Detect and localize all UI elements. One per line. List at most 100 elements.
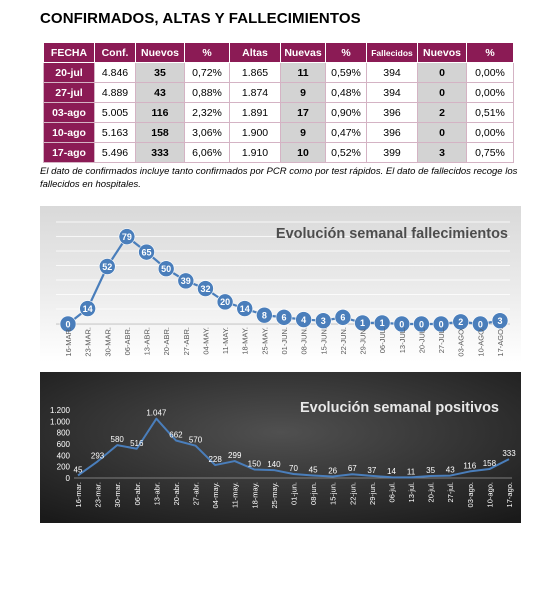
data-label: 299: [228, 451, 242, 460]
table-row: 20-jul 4.846 35 0,72% 1.865 11 0,59% 394 0 0,00%: [43, 62, 514, 83]
table-cell: 9: [280, 122, 326, 143]
data-point-marker: [314, 312, 332, 329]
table-cell: 1.910: [229, 142, 281, 163]
col-header: %: [466, 42, 514, 63]
table-cell: 17: [280, 102, 326, 123]
data-label: 228: [208, 455, 222, 464]
data-label: 37: [367, 466, 376, 475]
data-point: 39: [177, 272, 195, 290]
data-label: 662: [169, 430, 183, 439]
data-point: 8: [256, 306, 273, 324]
table-cell: 3: [417, 142, 467, 163]
page-title: CONFIRMADOS, ALTAS Y FALLECIMIENTOS: [40, 10, 361, 27]
data-label: 3: [497, 316, 502, 326]
data-label: 4: [301, 315, 306, 325]
table-cell: 0: [417, 122, 467, 143]
y-tick-label: 0: [66, 474, 71, 483]
x-tick-label: 11-may.: [231, 482, 240, 508]
x-tick-label: 16-MAR.: [64, 327, 73, 357]
chart-title: Evolución semanal fallecimientos: [276, 226, 508, 242]
x-tick-label: 27-ABR.: [182, 327, 191, 355]
data-point: 3: [491, 312, 509, 329]
col-header: Fallecidos: [366, 42, 418, 63]
table-cell: 0,72%: [184, 62, 230, 83]
data-label: 6: [281, 313, 286, 323]
table-cell: 0,59%: [325, 62, 367, 83]
chart-title: Evolución semanal positivos: [300, 400, 499, 416]
table-cell: 396: [366, 122, 418, 143]
data-point: 0: [393, 315, 411, 333]
data-point-marker: [432, 315, 450, 333]
table-cell: 0,90%: [325, 102, 367, 123]
table-cell: 116: [135, 102, 185, 123]
data-label: 67: [348, 464, 357, 473]
data-point-marker: [157, 260, 175, 278]
data-point: 0: [413, 315, 430, 333]
x-tick-label: 27-jul.: [446, 482, 455, 502]
y-tick-label: 1.200: [50, 406, 71, 415]
y-tick-label: 1.000: [50, 417, 71, 426]
data-point-marker: [216, 293, 234, 311]
data-label: 140: [267, 460, 281, 469]
data-label: 39: [181, 276, 191, 286]
x-tick-label: 22-JUN.: [339, 327, 348, 355]
col-header: Conf.: [94, 42, 136, 63]
table-cell: 35: [135, 62, 185, 83]
table-cell: 0,51%: [466, 102, 514, 123]
table-cell: 394: [366, 62, 418, 83]
table-cell: 0,00%: [466, 82, 514, 103]
table-cell: 43: [135, 82, 185, 103]
x-tick-label: 15-JUN.: [319, 327, 328, 355]
x-tick-label: 30-mar.: [113, 482, 122, 507]
data-label: 2: [458, 317, 463, 327]
col-header: %: [184, 42, 230, 63]
data-point: 4: [295, 311, 312, 328]
x-tick-label: 08-jun.: [309, 482, 318, 505]
x-tick-label: 29-JUN.: [359, 327, 368, 355]
col-header: Nuevas: [280, 42, 326, 63]
data-point: 50: [157, 260, 175, 278]
row-date-cell: 17-ago: [43, 142, 95, 163]
table-row: 03-ago 5.005 116 2,32% 1.891 17 0,90% 396 2 0,51%: [43, 102, 514, 123]
table-cell: 394: [366, 82, 418, 103]
data-label: 6: [340, 313, 345, 323]
data-label: 11: [407, 467, 416, 476]
data-label: 14: [83, 304, 93, 314]
table-cell: 2: [417, 102, 467, 123]
x-tick-label: 08-JUN.: [300, 327, 309, 355]
x-tick-label: 29-jun.: [368, 482, 377, 505]
x-tick-label: 23-MAR.: [84, 327, 93, 357]
data-point: 3: [314, 312, 332, 329]
data-label: 333: [502, 449, 516, 458]
x-tick-label: 03-AGO.: [457, 327, 466, 357]
table-cell: 1.865: [229, 62, 281, 83]
x-tick-label: 13-jul.: [407, 482, 416, 502]
data-point: 6: [275, 309, 293, 326]
x-tick-label: 13-ABR.: [143, 327, 152, 355]
table-cell: 0,00%: [466, 62, 514, 83]
data-label: 35: [426, 466, 435, 475]
data-point-marker: [393, 315, 411, 333]
x-tick-label: 06-JUL.: [378, 327, 387, 353]
data-label: 43: [446, 466, 455, 475]
x-tick-label: 13-abr.: [152, 482, 161, 505]
data-point-marker: [59, 315, 77, 333]
x-tick-label: 10-AGO.: [476, 327, 485, 357]
data-label: 293: [91, 451, 105, 460]
x-tick-label: 20-abr.: [172, 482, 181, 505]
col-header: Altas: [229, 42, 281, 63]
x-tick-label: 04-MAY.: [201, 327, 210, 355]
table-cell: 1.891: [229, 102, 281, 123]
x-tick-label: 01-jun.: [290, 482, 299, 505]
x-tick-label: 30-MAR.: [103, 327, 112, 357]
x-tick-label: 15-jun.: [329, 482, 338, 505]
data-point: 6: [334, 309, 352, 326]
data-point: 52: [98, 258, 116, 275]
data-point: 2: [452, 313, 470, 331]
table-cell: 0,75%: [466, 142, 514, 163]
data-label: 158: [483, 459, 497, 468]
data-label: 26: [328, 467, 337, 476]
data-point-marker: [177, 272, 195, 290]
data-point-marker: [98, 258, 116, 275]
data-point-marker: [275, 309, 293, 326]
